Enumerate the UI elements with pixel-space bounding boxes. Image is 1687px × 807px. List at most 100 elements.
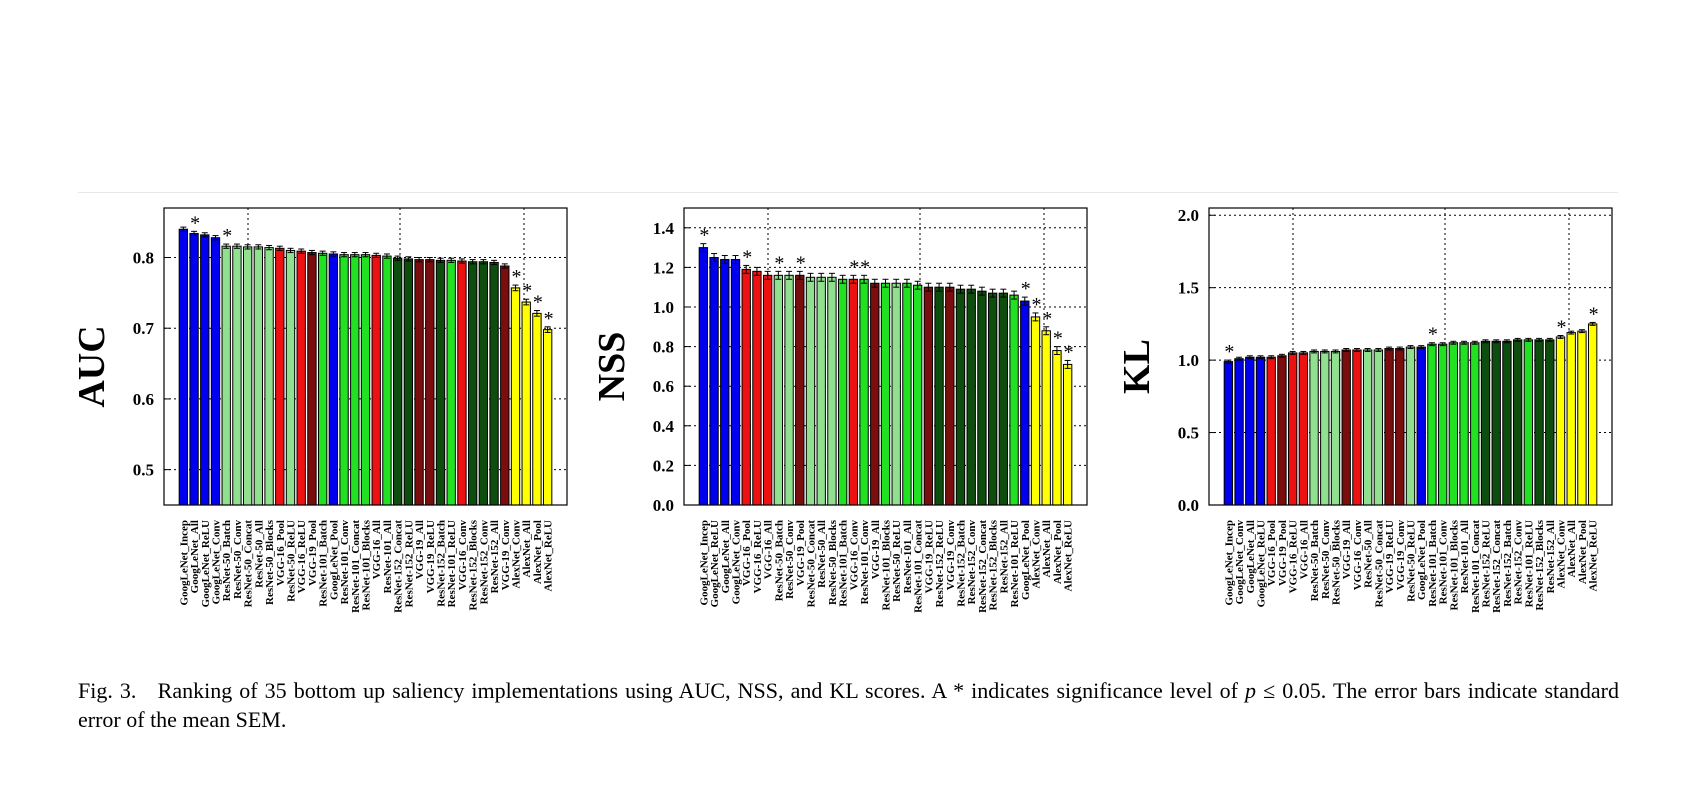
x-tick-label: VGG-16_ReLU [752, 520, 764, 593]
x-tick-label: ResNet-101_Batch [838, 520, 850, 607]
significance-star: * [699, 225, 709, 247]
x-tick-label: ResNet-50_ReLU [286, 520, 298, 602]
significance-star: * [774, 252, 784, 274]
bar [1362, 349, 1373, 506]
caption-fig-label: Fig. 3. [78, 678, 137, 703]
bar [977, 290, 987, 506]
caption-math: ≤ 0.05 [1256, 678, 1321, 703]
bar [328, 253, 339, 506]
significance-star: * [1032, 294, 1042, 316]
bar [752, 270, 762, 506]
bar [805, 276, 816, 506]
caption-variable: p [1245, 678, 1257, 703]
x-tick-label: AlexNet_ReLU [1063, 520, 1075, 592]
bar [532, 312, 542, 506]
bar [1009, 294, 1019, 506]
x-tick-label: ResNet-152_Concat [1491, 520, 1503, 613]
y-tick-label: 1.4 [653, 219, 675, 238]
bar [923, 286, 934, 506]
bar [542, 329, 553, 506]
x-tick-label: VGG-19_Pool [1277, 520, 1289, 586]
y-tick-label: 0.2 [653, 456, 674, 475]
significance-star: * [522, 280, 532, 302]
bar [1480, 340, 1491, 506]
x-tick-label: VGG-16_ReLU [1288, 520, 1300, 593]
x-tick-label: VGG-16_All [371, 520, 383, 579]
bar [232, 245, 242, 506]
bar [1352, 349, 1362, 506]
bar [730, 258, 741, 506]
x-tick-label: VGG-19_Conv [1395, 520, 1407, 591]
x-tick-label: VGG-16_Pool [1266, 520, 1278, 586]
x-tick-label: ResNet-50_Conv [232, 520, 244, 599]
bar [987, 292, 998, 506]
x-tick-label: ResNet-152_Conv [1513, 520, 1525, 605]
x-tick-label: AlexNet_All [521, 520, 533, 577]
bar [1416, 346, 1426, 506]
bar [371, 254, 381, 506]
x-tick-label: ResNet-50_Concat [806, 520, 818, 608]
bar [1341, 349, 1351, 506]
x-tick-label: ResNet-152_Conv [478, 520, 490, 605]
bar [1020, 300, 1030, 506]
x-tick-label: ResNet-50_All [1363, 520, 1375, 588]
x-tick-label: ResNet-101_Blocks [361, 519, 373, 610]
y-tick-label: 0.0 [653, 496, 674, 515]
significance-star: * [849, 256, 859, 278]
x-tick-label: VGG-16_Conv [457, 520, 469, 591]
x-tick-label: ResNet-152_ReLU [403, 520, 415, 607]
x-tick-label: ResNet-101_ReLU [446, 520, 458, 607]
bar [285, 249, 296, 506]
x-tick-label: GoogLeNet_Pool [1020, 520, 1032, 600]
y-tick-label: 1.0 [653, 298, 674, 317]
significance-star: * [1224, 341, 1234, 363]
x-tick-label: ResNet-101_Blocks [881, 519, 893, 610]
significance-star: * [1428, 324, 1438, 346]
x-tick-label: GoogLeNet_All [720, 520, 732, 593]
significance-star: * [222, 225, 232, 247]
top-divider [78, 192, 1618, 193]
bar [1320, 350, 1330, 506]
bar [414, 259, 424, 506]
bar [425, 259, 435, 506]
x-tick-label: GoogLeNet_All [1245, 520, 1257, 593]
bar [912, 284, 923, 506]
auc-chart: 0.5 0.6 0.7 0.8 GoogLeNet_Incep * GoogLeNet_Al… [71, 207, 568, 613]
bar [945, 286, 955, 506]
significance-star: * [860, 256, 870, 278]
x-tick-label: ResNet-101_Conv [1438, 520, 1450, 605]
plot-frame [683, 207, 1088, 506]
x-tick-label: ResNet-101_Conv [859, 520, 871, 605]
significance-star: * [1064, 341, 1074, 363]
x-tick-label: AlexNet_Conv [511, 520, 523, 589]
x-tick-label: ResNet-101_Concat [913, 520, 925, 613]
y-tick-label: 2.0 [1178, 206, 1199, 225]
x-tick-label: ResNet-152_Blocks [468, 519, 480, 610]
bar [1298, 352, 1309, 506]
y-axis-label: AUC [71, 325, 113, 407]
x-tick-label: AlexNet_ReLU [1588, 520, 1600, 592]
bar [200, 234, 210, 506]
x-tick-label: ResNet-101_Conv [339, 520, 351, 605]
x-tick-label: ResNet-50_ReLU [1406, 520, 1418, 602]
y-tick-label: 0.5 [133, 461, 154, 480]
x-tick-label: ResNet-101_Batch [1427, 520, 1439, 607]
bar [478, 261, 489, 506]
y-tick-label: 0.8 [653, 338, 674, 357]
x-tick-label: ResNet-152_Batch [956, 520, 968, 607]
y-tick-label: 1.0 [1178, 351, 1199, 370]
x-tick-label: VGG-16_ReLU [296, 520, 308, 593]
bar [966, 288, 976, 506]
bar [189, 232, 199, 506]
caption-text-end: . The error bars indicate standard error… [78, 678, 1619, 732]
bar [457, 260, 467, 506]
significance-star: * [1021, 278, 1031, 300]
x-tick-label: GoogLeNet_Conv [1234, 520, 1246, 605]
x-tick-label: VGG-16_Conv [1352, 520, 1364, 591]
bar [1448, 342, 1459, 506]
bar [178, 228, 189, 506]
bar [339, 254, 349, 506]
x-tick-label: VGG-16_Pool [275, 520, 287, 586]
bar [1512, 339, 1523, 506]
